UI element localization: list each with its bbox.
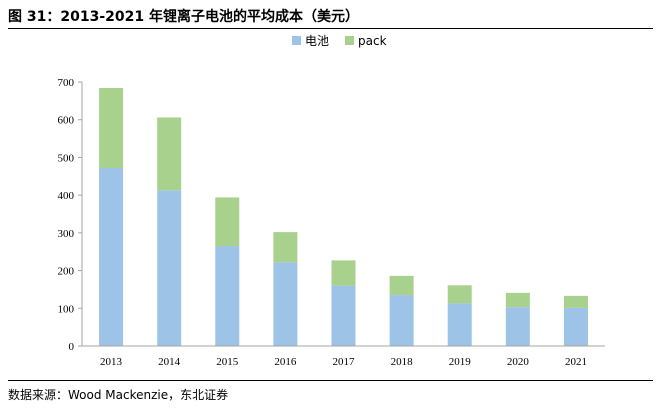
y-tick-label: 400 <box>58 190 75 202</box>
bar-pack-2015 <box>215 197 240 247</box>
x-tick-label: 2014 <box>158 356 181 368</box>
source-rule <box>8 380 653 381</box>
bar-pack-2018 <box>389 275 414 296</box>
bar-battery-2018 <box>389 295 414 346</box>
bar-pack-2014 <box>157 117 182 191</box>
bar-battery-2021 <box>563 307 588 346</box>
legend-swatch <box>292 36 301 45</box>
bar-pack-2016 <box>273 232 298 263</box>
legend-label: 电池 <box>305 34 329 48</box>
y-tick-label: 500 <box>58 152 75 164</box>
x-tick-label: 2013 <box>100 356 123 368</box>
x-tick-label: 2015 <box>216 356 239 368</box>
bar-battery-2015 <box>215 246 240 346</box>
y-tick-label: 200 <box>58 266 75 278</box>
bar-pack-2013 <box>99 88 124 168</box>
x-tick-label: 2017 <box>333 356 356 368</box>
x-tick-label: 2016 <box>274 356 297 368</box>
y-tick-label: 600 <box>58 115 75 127</box>
y-tick-label: 0 <box>69 341 75 353</box>
bar-pack-2019 <box>447 285 472 304</box>
x-axis: 2013 2014 2015 2016 2017 2018 2019 2020 2021 <box>82 345 605 368</box>
chart-legend: 电池 pack <box>292 34 387 48</box>
y-axis: 0 100 200 300 400 500 600 700 <box>58 77 83 353</box>
bar-battery-2014 <box>157 190 182 346</box>
bar-pack-2020 <box>505 292 530 308</box>
y-tick-label: 100 <box>58 303 75 315</box>
title-rule <box>8 28 653 29</box>
bar-pack-2017 <box>331 260 356 286</box>
legend-label: pack <box>358 34 387 48</box>
source-note: 数据来源：Wood Mackenzie，东北证券 <box>8 388 229 402</box>
x-tick-label: 2018 <box>391 356 414 368</box>
x-tick-label: 2019 <box>449 356 472 368</box>
y-tick-label: 300 <box>58 228 75 240</box>
bar-battery-2019 <box>447 303 472 346</box>
legend-swatch <box>345 36 354 45</box>
bar-battery-2017 <box>331 285 356 346</box>
x-tick-label: 2021 <box>565 356 587 368</box>
figure-title: 图 31：2013-2021 年锂离子电池的平均成本（美元） <box>8 9 359 25</box>
bar-pack-2021 <box>563 295 588 308</box>
x-tick-label: 2020 <box>507 356 530 368</box>
bar-battery-2016 <box>273 262 298 346</box>
bar-battery-2013 <box>99 167 124 346</box>
y-tick-label: 700 <box>58 77 75 89</box>
bar-battery-2020 <box>505 307 530 346</box>
bars <box>99 88 588 346</box>
